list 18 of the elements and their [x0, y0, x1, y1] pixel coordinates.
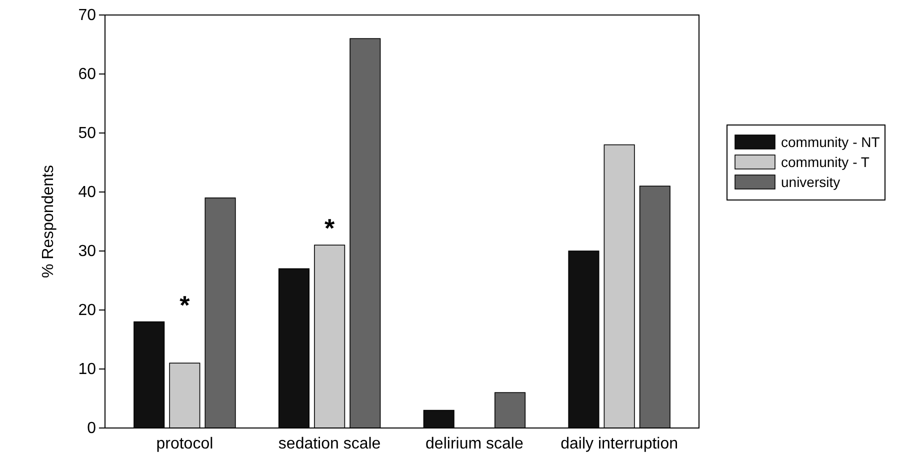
- legend-label: community - NT: [781, 134, 880, 150]
- y-tick-label: 10: [78, 361, 96, 378]
- annotation: *: [180, 290, 191, 320]
- y-tick-label: 60: [78, 66, 96, 84]
- y-axis-title: % Respondents: [40, 165, 57, 278]
- legend-label: community - T: [781, 154, 870, 170]
- legend-label: university: [781, 174, 840, 190]
- y-tick-label: 40: [78, 184, 96, 202]
- x-tick-label: sedation scale: [278, 436, 381, 453]
- y-tick-label: 70: [78, 7, 96, 24]
- annotation: *: [324, 213, 336, 244]
- x-tick-label: protocol: [156, 436, 214, 453]
- x-tick-label: delirium scale: [426, 436, 524, 453]
- y-tick-label: 0: [87, 420, 96, 438]
- x-tick-label: daily interruption: [560, 436, 678, 453]
- y-tick-label: 30: [78, 243, 96, 260]
- y-tick-label: 20: [78, 302, 96, 320]
- y-tick-label: 50: [78, 125, 96, 142]
